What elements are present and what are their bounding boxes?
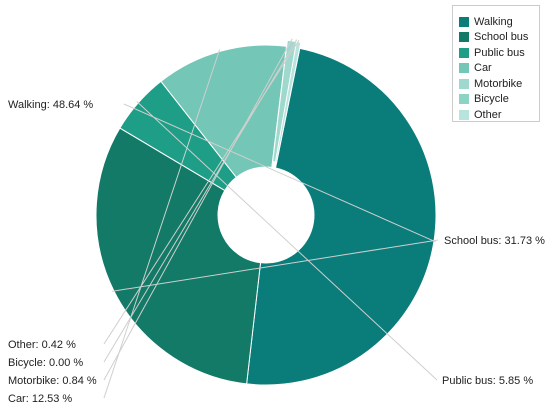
legend-label: Car — [474, 62, 492, 75]
leader-line-other — [103, 39, 300, 345]
legend-item-motorbike[interactable]: Motorbike — [459, 76, 539, 92]
chart-legend: Walking School bus Public bus Car Motorb… — [452, 5, 540, 122]
legend-swatch — [459, 47, 469, 58]
pie-slice-car[interactable] — [160, 44, 288, 178]
data-label-walking: Walking: 48.64 % — [8, 99, 93, 111]
data-label-bicycle: Bicycle: 0.00 % — [8, 357, 83, 369]
data-label-other: Other: 0.42 % — [8, 339, 76, 351]
legend-swatch — [459, 16, 469, 27]
legend-item-car[interactable]: Car — [459, 61, 539, 77]
pie-slice-walking[interactable] — [246, 47, 437, 386]
legend-label: School bus — [474, 31, 529, 44]
leader-line-walking — [123, 103, 437, 243]
legend-label: Bicycle — [474, 93, 509, 106]
leader-lines-layer — [103, 38, 439, 399]
legend-swatch — [459, 94, 469, 105]
legend-label: Other — [474, 108, 502, 121]
leader-line-school-bus — [111, 239, 439, 292]
legend-label: Public bus — [474, 46, 525, 59]
legend-label: Motorbike — [474, 77, 523, 90]
leader-line-motorbike — [103, 38, 293, 381]
legend-swatch — [459, 109, 469, 120]
data-label-car: Car: 12.53 % — [8, 393, 72, 405]
data-label-public-bus: Public bus: 5.85 % — [442, 375, 533, 387]
data-label-motorbike: Motorbike: 0.84 % — [8, 375, 97, 387]
legend-label: Walking — [474, 15, 513, 28]
data-label-school-bus: School bus: 31.73 % — [444, 235, 545, 247]
legend-swatch — [459, 63, 469, 74]
legend-item-bicycle[interactable]: Bicycle — [459, 92, 539, 108]
legend-item-public-bus[interactable]: Public bus — [459, 45, 539, 61]
data-labels-layer: Walking: 48.64 % School bus: 31.73 % Publi… — [8, 99, 545, 405]
legend-item-other[interactable]: Other — [459, 107, 539, 123]
leader-line-car — [103, 49, 221, 399]
legend-item-walking[interactable]: Walking — [459, 14, 539, 30]
legend-swatch — [459, 32, 469, 43]
legend-swatch — [459, 78, 469, 89]
legend-item-school-bus[interactable]: School bus — [459, 30, 539, 46]
